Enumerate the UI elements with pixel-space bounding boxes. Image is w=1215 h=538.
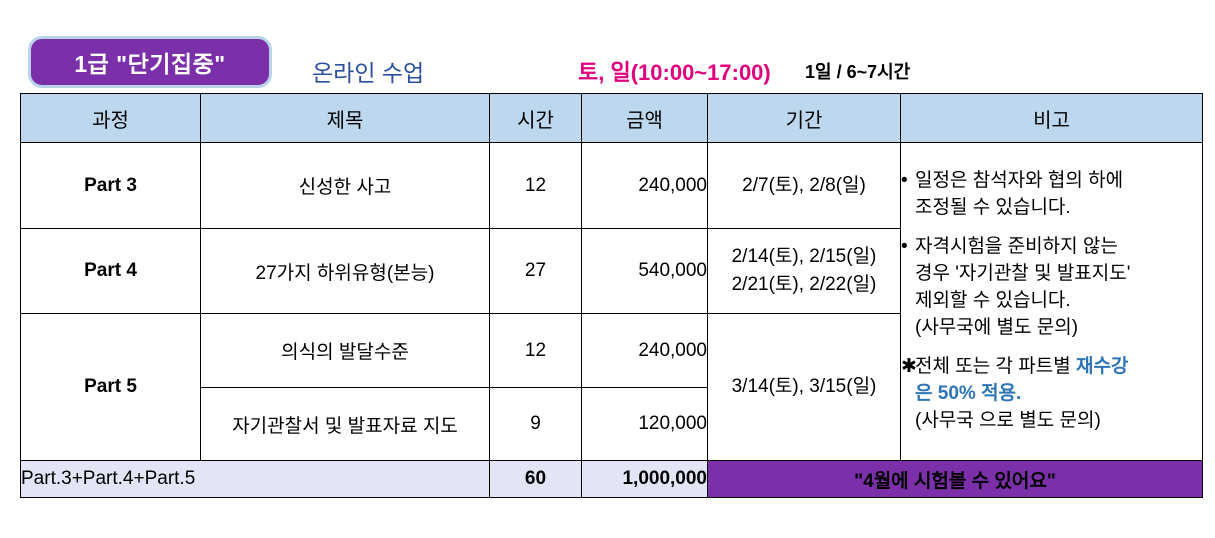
note-text: 전체 또는 각 파트별 [915, 355, 1076, 377]
column-header-amount: 금액 [581, 93, 708, 143]
note-text: 자격시험을 준비하지 않는 [915, 236, 1118, 258]
cell-title-part4: 27가지 하위유형(본능) [200, 228, 490, 314]
note-text: (사무국 으로 별도 문의) [915, 409, 1101, 431]
column-header-period: 기간 [707, 93, 901, 143]
period-line-1: 3/14(토), 3/15(일) [731, 376, 877, 398]
note-text: 조정될 수 있습니다. [915, 197, 1071, 219]
bullet-icon: • [901, 236, 908, 258]
column-header-course: 과정 [20, 93, 201, 143]
cell-period-part3: 2/7(토), 2/8(일) [707, 142, 901, 229]
note-highlight: 재수강 [1075, 355, 1129, 377]
header-row: 과정 제목 시간 금액 기간 비고 [20, 93, 1203, 143]
column-header-title: 제목 [200, 93, 490, 143]
note-highlight: 은 50% 적용. [915, 382, 1022, 404]
asterisk-icon: ✱ [901, 355, 917, 377]
table-row: Part 3 신성한 사고 12 240,000 2/7(토), 2/8(일) … [20, 142, 1203, 461]
footer-total-amount: 1,000,000 [581, 460, 708, 498]
period-line-2: 2/21(토), 2/22(일) [731, 274, 877, 295]
cell-amount-part4: 540,000 [581, 228, 708, 314]
cell-hours-part5b: 9 [489, 387, 582, 461]
note-text: 경우 '자기관찰 및 발표지도' [915, 263, 1131, 285]
table-header: 과정 제목 시간 금액 기간 비고 [20, 93, 1203, 143]
bullet-icon: • [901, 170, 908, 192]
note-block-schedule: • 일정은 참석자와 협의 하에 조정될 수 있습니다. [901, 168, 1202, 222]
class-time-label: 토, 일(10:00~17:00) [578, 60, 771, 85]
cell-period-part4: 2/14(토), 2/15(일) 2/21(토), 2/22(일) [707, 228, 901, 314]
column-header-note: 비고 [900, 93, 1203, 143]
cell-amount-part3: 240,000 [581, 142, 708, 229]
cell-course-part5: Part 5 [20, 313, 201, 461]
footer-total-hours: 60 [489, 460, 582, 498]
cell-title-part5a: 의식의 발달수준 [200, 313, 490, 388]
note-text: 일정은 참석자와 협의 하에 [915, 170, 1124, 192]
table-row: Part 5 의식의 발달수준 12 240,000 3/14(토), 3/15… [20, 313, 1203, 461]
level-badge: 1급 "단기집중" [28, 36, 272, 88]
cell-hours-part4: 27 [489, 228, 582, 314]
class-mode-label: 온라인 수업 [312, 60, 425, 86]
period-line-1: 2/14(토), 2/15(일) [731, 246, 877, 268]
column-header-hours: 시간 [489, 93, 582, 143]
note-block-retake: ✱전체 또는 각 파트별 재수강 은 50% 적용. (사무국 으로 별도 문의… [901, 354, 1202, 435]
period-line-1: 2/7(토), 2/8(일) [742, 174, 866, 196]
note-block-exam: • 자격시험을 준비하지 않는 경우 '자기관찰 및 발표지도' 제외할 수 있습… [901, 234, 1202, 342]
table-footer-row: Part.3+Part.4+Part.5 60 1,000,000 "4월에 시… [20, 460, 1203, 498]
schedule-table: 과정 제목 시간 금액 기간 비고 Part 3 신성한 사고 12 240,0… [20, 93, 1203, 498]
page-header: 1급 "단기집중" 온라인 수업 토, 일(10:00~17:00) 1일 / … [0, 0, 1215, 96]
class-duration-label: 1일 / 6~7시간 [805, 62, 911, 82]
cell-title-part3: 신성한 사고 [200, 142, 490, 229]
cell-amount-part5a: 240,000 [581, 313, 708, 388]
cell-title-part5b: 자기관찰서 및 발표자료 지도 [200, 387, 490, 461]
cell-course-part3: Part 3 [20, 142, 201, 229]
cell-hours-part5a: 12 [489, 313, 582, 388]
cell-course-part4: Part 4 [20, 228, 201, 314]
cell-notes: • 일정은 참석자와 협의 하에 조정될 수 있습니다. • 자격시험을 준비하지 … [900, 142, 1203, 461]
cell-amount-part5b: 120,000 [581, 387, 708, 461]
cell-hours-part3: 12 [489, 142, 582, 229]
note-text: (사무국에 별도 문의) [915, 316, 1079, 338]
table-row: 자기관찰서 및 발표자료 지도 9 120,000 [21, 387, 1203, 461]
footer-banner: "4월에 시험볼 수 있어요" [707, 460, 1203, 498]
table-row: Part 4 27가지 하위유형(본능) 27 540,000 2/14(토),… [20, 228, 1203, 314]
cell-period-part5: 3/14(토), 3/15(일) [707, 313, 901, 461]
note-text: 제외할 수 있습니다. [915, 290, 1071, 312]
footer-label: Part.3+Part.4+Part.5 [20, 460, 490, 498]
table-body: Part 3 신성한 사고 12 240,000 2/7(토), 2/8(일) … [20, 142, 1203, 498]
